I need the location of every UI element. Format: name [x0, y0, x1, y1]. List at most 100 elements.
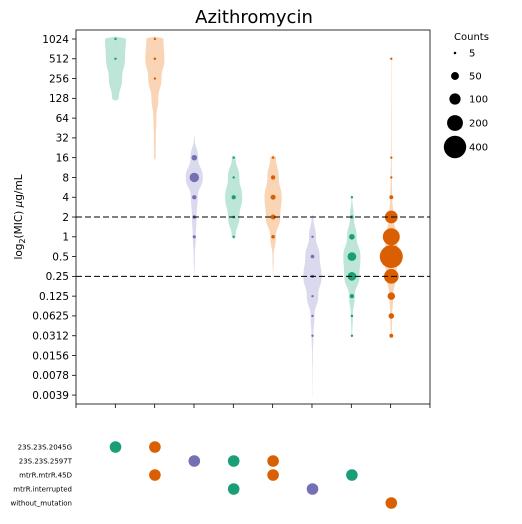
count-point: [382, 228, 400, 246]
count-point: [379, 245, 403, 269]
y-label-unit: g/mL: [13, 174, 25, 200]
mutation-row-label: 23S.23S.2597T: [19, 458, 73, 466]
mutation-matrix: 23S.23S.2045G 23S.23S.2597T mtrR.mtrR.45D m…: [10, 441, 398, 509]
y-tick-label: 0.0625: [32, 311, 69, 323]
points-layer: [114, 37, 403, 338]
violin-shape: [145, 36, 165, 161]
legend-title: Counts: [454, 32, 489, 43]
count-point: [232, 176, 235, 179]
count-point: [349, 293, 355, 299]
y-tick-label: 32: [56, 133, 69, 145]
y-axis-label: log2(MIC) μg/mL: [13, 174, 27, 259]
violin-shape: [105, 36, 126, 102]
legend: 5 50 100 200 400: [443, 49, 488, 159]
count-point: [191, 154, 198, 161]
count-point: [153, 37, 157, 41]
y-tick-label: 128: [49, 93, 69, 105]
count-point: [192, 235, 196, 239]
x-axis: [75, 404, 431, 408]
mutation-dot: [267, 455, 279, 467]
count-point: [347, 252, 357, 261]
count-point: [349, 234, 355, 240]
count-point: [389, 333, 394, 338]
mutation-dot: [306, 483, 319, 495]
count-point: [192, 195, 197, 200]
count-point: [387, 292, 396, 300]
count-point: [310, 254, 315, 259]
count-point: [389, 195, 394, 200]
count-point: [350, 314, 354, 318]
y-tick-label: 8: [62, 172, 69, 184]
count-point: [271, 235, 275, 239]
count-point: [271, 156, 275, 159]
count-point: [311, 294, 314, 298]
count-point: [390, 57, 393, 60]
legend-marker: [443, 135, 467, 159]
count-point: [231, 195, 236, 200]
mutation-dot: [267, 469, 279, 481]
y-tick-label: 1024: [42, 34, 69, 46]
mutation-dot: [385, 497, 398, 509]
mutation-row-label: mtrR.interrupted: [13, 486, 72, 494]
y-tick-label: 0.0156: [32, 350, 69, 362]
count-point: [189, 172, 199, 183]
count-point: [153, 57, 157, 61]
y-tick-label: 256: [49, 73, 69, 85]
mutation-dot: [109, 441, 122, 453]
mutation-dot: [227, 483, 240, 495]
legend-label: 400: [469, 143, 488, 154]
legend-label: 5: [469, 49, 475, 60]
y-tick-label: 0.0312: [32, 331, 69, 343]
legend-marker: [449, 93, 461, 105]
count-point: [311, 235, 314, 238]
count-point: [311, 314, 314, 318]
y-tick-label: 16: [56, 152, 70, 164]
count-point: [232, 235, 235, 238]
y-tick-label: 64: [56, 113, 70, 125]
violin-shape: [343, 194, 361, 339]
mutation-dot: [346, 469, 358, 481]
count-point: [270, 194, 276, 200]
y-label-log: log: [13, 244, 25, 260]
legend-marker: [451, 72, 459, 80]
mutation-dot: [149, 469, 161, 481]
violin-shape: [303, 214, 322, 399]
chart-title: Azithromycin: [195, 7, 313, 28]
y-tick-label: 4: [62, 192, 69, 204]
y-tick-label: 1: [62, 232, 69, 244]
y-tick-label: 2: [62, 212, 69, 224]
legend-label: 200: [469, 119, 488, 130]
legend-label: 50: [469, 72, 482, 83]
count-point: [350, 334, 354, 337]
count-point: [390, 176, 393, 179]
y-label-subscript: 2: [18, 238, 27, 243]
mutation-row-label: mtrR.mtrR.45D: [19, 472, 72, 480]
y-axis: 1024 512 256 128 64 32 16 8 4 2 1 0.5 0.25 0.125 0.062…: [32, 34, 76, 402]
mutation-row-label: without_mutation: [10, 500, 72, 508]
y-label-mu: μ: [13, 200, 25, 208]
mutation-dot: [188, 455, 201, 467]
count-point: [388, 313, 395, 319]
count-point: [153, 77, 157, 80]
y-tick-label: 0.0039: [32, 390, 69, 402]
y-tick-label: 0.5: [52, 251, 69, 263]
mutation-row-label: 23S.23S.2045G: [18, 444, 72, 452]
y-label-mic: (MIC): [13, 207, 25, 238]
legend-label: 100: [469, 95, 488, 106]
mutation-dot: [227, 455, 240, 467]
y-tick-label: 0.25: [46, 271, 69, 283]
count-point: [350, 196, 354, 199]
reference-lines: [76, 216, 430, 277]
legend-marker: [447, 115, 463, 131]
violin-shape: [185, 134, 203, 280]
legend-marker: [453, 51, 457, 55]
count-point: [311, 334, 314, 337]
count-point: [114, 57, 117, 60]
count-point: [270, 214, 276, 220]
y-tick-label: 512: [49, 54, 69, 66]
mutation-dot: [149, 441, 161, 453]
y-tick-label: 0.0078: [32, 370, 69, 382]
y-tick-label: 0.125: [39, 291, 69, 303]
count-point: [114, 37, 117, 41]
count-point: [232, 156, 235, 159]
